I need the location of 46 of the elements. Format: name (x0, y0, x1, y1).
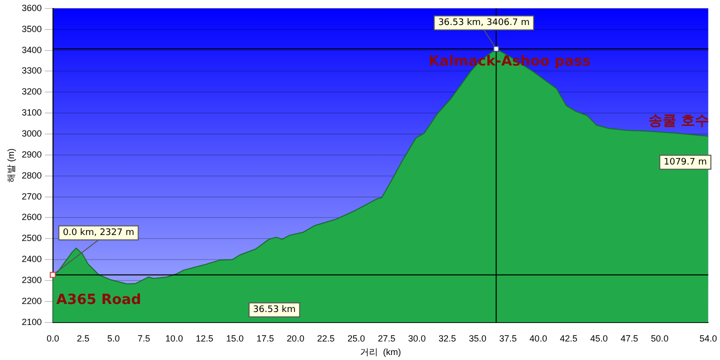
x-tick-label: 17.5 (256, 333, 274, 344)
annotation: 송쿨 호수 (648, 113, 710, 130)
x-tick-label: 12.5 (196, 333, 214, 344)
y-tick-label: 2900 (22, 149, 42, 160)
x-tick-label: 35.0 (468, 333, 486, 344)
annotation: A365 Road (56, 292, 142, 308)
y-tick-label: 3400 (22, 44, 42, 55)
y-tick-label: 3600 (22, 2, 42, 13)
y-tick-label: 3500 (22, 24, 42, 34)
annotation: 36.53 km, 3406.7 m (438, 18, 530, 28)
x-tick-label: 40.0 (530, 333, 548, 344)
x-tick-label: 10.0 (165, 333, 183, 344)
x-tick-label: 27.5 (378, 333, 396, 344)
x-tick-label: 7.5 (138, 333, 150, 344)
x-tick-label: 20.0 (286, 333, 304, 344)
y-tick-label: 2600 (22, 212, 42, 222)
x-tick-label: 30.0 (408, 333, 426, 344)
y-tick-label: 2300 (22, 275, 42, 286)
y-tick-label: 3300 (22, 66, 42, 76)
x-tick-label: 25.0 (347, 333, 366, 344)
y-tick-label: 3000 (22, 128, 42, 138)
y-tick-label: 2700 (22, 191, 42, 202)
x-tick-label: 5.0 (107, 333, 120, 344)
x-tick-label: 22.5 (317, 333, 335, 344)
x-tick-label: 54.0 (699, 333, 718, 344)
annotation: 1079.7 m (664, 158, 707, 168)
y-tick-label: 2500 (22, 233, 42, 244)
annotation: 36.53 km (253, 305, 296, 316)
y-axis-title: 해발 (m) (6, 148, 16, 182)
annotation: 0.0 km, 2327 m (62, 228, 134, 238)
y-tick-label: 3100 (22, 108, 42, 118)
x-tick-label: 50.0 (650, 333, 668, 344)
x-tick-label: 42.5 (560, 333, 578, 344)
x-tick-label: 32.5 (438, 333, 456, 344)
x-tick-label: 47.5 (620, 333, 638, 344)
x-tick-label: 37.5 (499, 333, 517, 344)
y-tick-label: 3200 (22, 86, 42, 97)
x-tick-label: 15.0 (226, 333, 244, 344)
x-tick-label: 45.0 (590, 333, 608, 344)
x-axis-title: 거리 (km) (360, 347, 402, 358)
y-tick-label: 2400 (22, 254, 42, 264)
x-tick-label: 2.5 (76, 333, 90, 344)
y-tick-label: 2200 (22, 296, 42, 306)
y-tick-label: 2100 (22, 316, 42, 327)
x-tick-label: 0.0 (46, 333, 60, 344)
y-tick-label: 2800 (22, 170, 42, 180)
